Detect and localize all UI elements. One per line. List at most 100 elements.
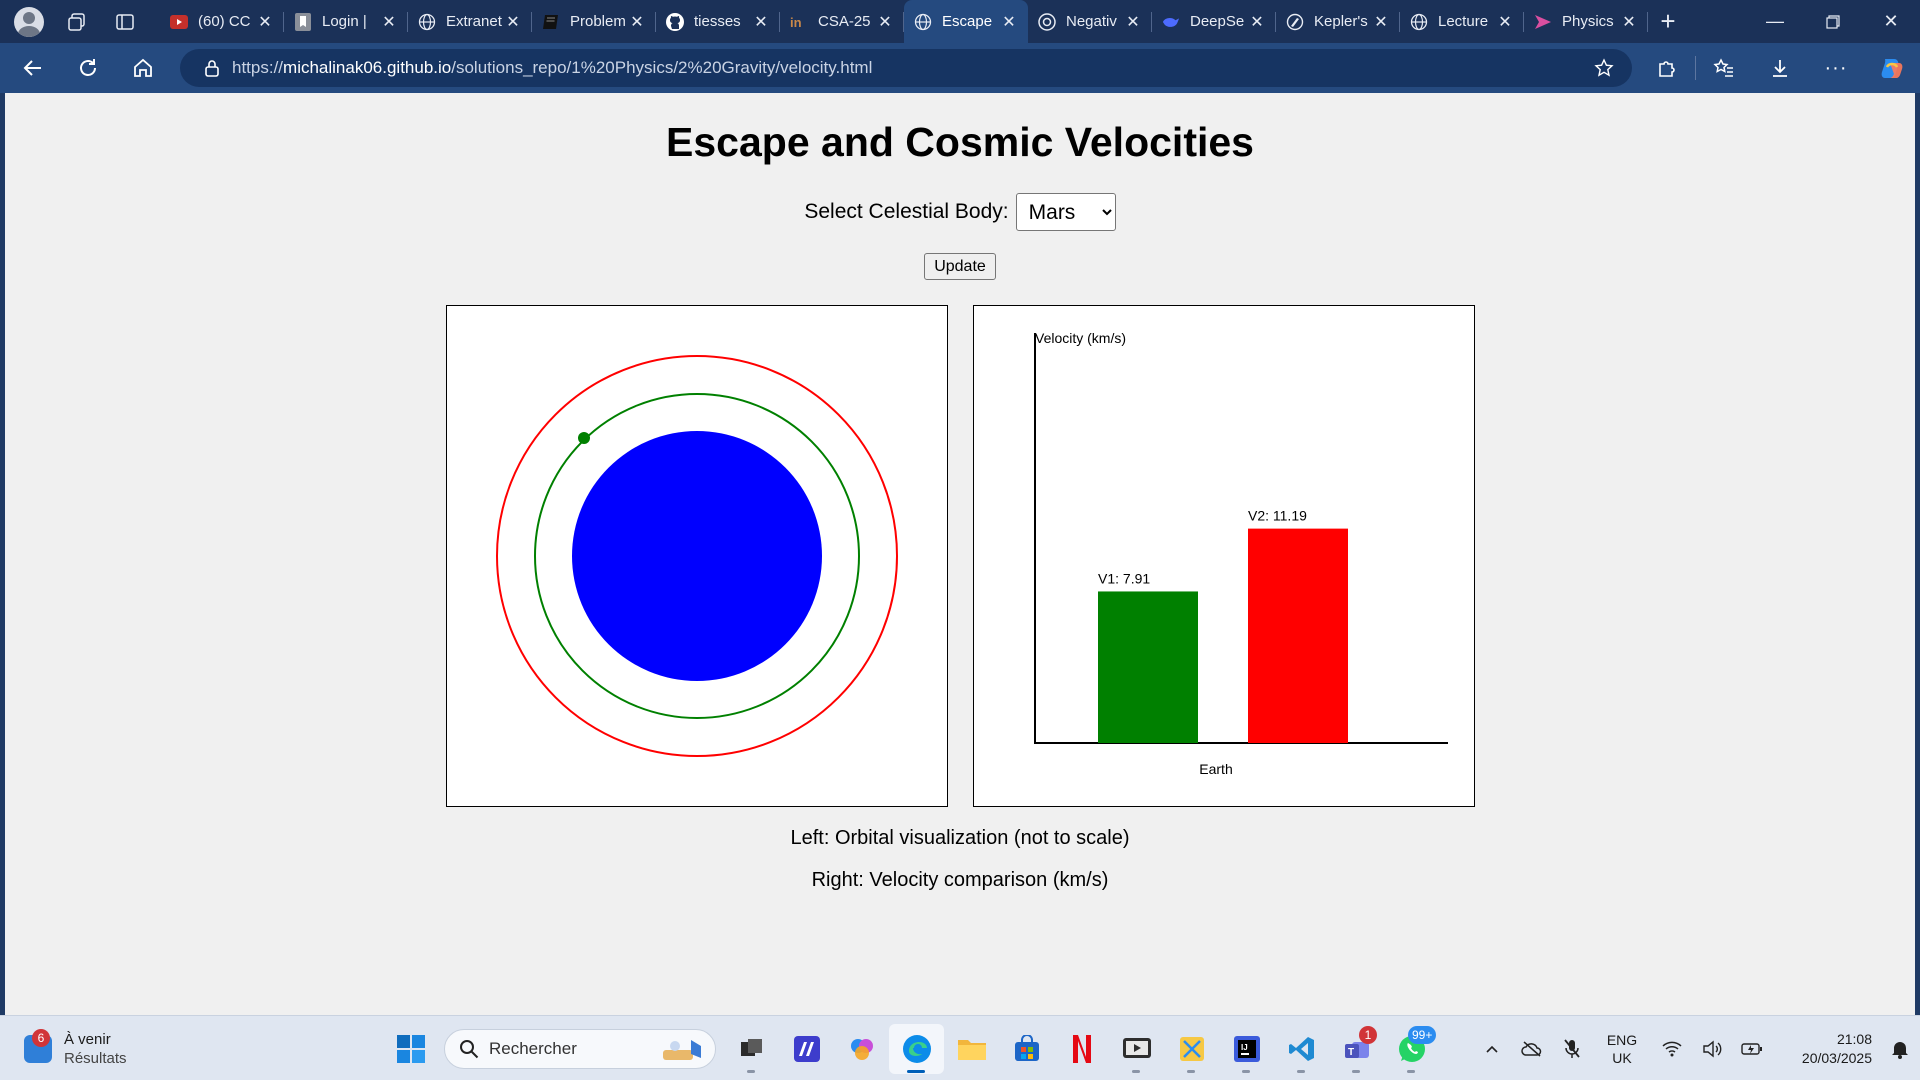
profile-button[interactable]	[12, 5, 46, 39]
bell-icon	[1892, 1042, 1908, 1059]
taskbar-app-media-player[interactable]	[1109, 1024, 1164, 1074]
vertical-tabs-button[interactable]	[108, 5, 142, 39]
taskbar-app-file-explorer[interactable]	[944, 1024, 999, 1074]
taskbar-app-mathcad[interactable]	[779, 1024, 834, 1074]
globe-icon	[1410, 13, 1428, 31]
taskbar-app-store[interactable]	[999, 1024, 1054, 1074]
bookmark-icon	[294, 12, 312, 31]
taskbar-app-copilot[interactable]	[834, 1024, 889, 1074]
tab-title: DeepSe	[1190, 13, 1245, 30]
taskbar-app-whatsapp[interactable]: 99+	[1384, 1024, 1439, 1074]
wifi-icon	[1662, 1041, 1682, 1057]
browser-tab[interactable]: Problem ✕	[532, 0, 656, 43]
restore-button[interactable]	[1804, 0, 1862, 43]
notifications-button[interactable]	[1880, 1024, 1920, 1074]
tab-separator	[1151, 12, 1152, 32]
browser-tab[interactable]: Physics ✕	[1524, 0, 1648, 43]
tab-close-icon[interactable]: ✕	[1250, 13, 1264, 31]
settings-more-button[interactable]: ···	[1808, 48, 1864, 88]
search-placeholder: Rechercher	[489, 1039, 577, 1058]
tab-title: Lecture	[1438, 13, 1489, 30]
browser-tab[interactable]: (60) CC ✕	[160, 0, 284, 43]
home-button[interactable]	[121, 48, 165, 88]
close-window-button[interactable]: ✕	[1862, 0, 1920, 43]
globe-icon	[914, 13, 932, 31]
browser-tab[interactable]: in CSA-25 ✕	[780, 0, 904, 43]
url-host: michalinak06.github.io	[283, 58, 452, 77]
browser-tab[interactable]: Negativ ✕	[1028, 0, 1152, 43]
clock-button[interactable]: 21:08 20/03/2025	[1772, 1030, 1872, 1068]
copilot-button[interactable]	[1864, 48, 1920, 88]
back-button[interactable]	[11, 48, 55, 88]
browser-tab[interactable]: Lecture ✕	[1400, 0, 1524, 43]
tab-close-icon[interactable]: ✕	[506, 13, 520, 31]
tab-strip: (60) CC ✕ Login | ✕ Extranet ✕ Problem ✕ tiesses…	[0, 0, 1920, 43]
taskbar-app-task-view[interactable]	[724, 1024, 779, 1074]
taskbar-app-snipping-tool[interactable]	[1164, 1024, 1219, 1074]
deepseek-icon	[1162, 13, 1180, 31]
new-tab-button[interactable]: +	[1648, 0, 1688, 43]
minimize-button[interactable]: —	[1746, 0, 1804, 43]
browser-tab[interactable]: Kepler's ✕	[1276, 0, 1400, 43]
tab-close-icon[interactable]: ✕	[1622, 13, 1636, 31]
taskbar-app-netflix[interactable]	[1054, 1024, 1109, 1074]
volume-button[interactable]	[1692, 1024, 1732, 1074]
address-bar[interactable]: https://michalinak06.github.io/solutions…	[180, 49, 1632, 87]
tab-separator	[407, 12, 408, 32]
system-tray: ENG UK 21:08 20/03/2025	[1472, 1024, 1920, 1074]
taskbar-app-intellij[interactable]: IJ	[1219, 1024, 1274, 1074]
edit-icon	[1286, 13, 1304, 31]
browser-tab[interactable]: tiesses ✕	[656, 0, 780, 43]
extensions-button[interactable]	[1639, 48, 1695, 88]
tab-close-icon[interactable]: ✕	[630, 13, 644, 31]
url-text[interactable]: https://michalinak06.github.io/solutions…	[232, 58, 872, 78]
puzzle-icon	[1659, 61, 1675, 77]
store-icon	[1014, 1035, 1039, 1061]
taskbar-apps: Rechercher IJ T 1 99+	[386, 1024, 1439, 1074]
microphone-button[interactable]	[1552, 1024, 1592, 1074]
favorite-star-button[interactable]	[1594, 58, 1614, 83]
tab-close-icon[interactable]: ✕	[1002, 13, 1016, 31]
tab-close-icon[interactable]: ✕	[1374, 13, 1388, 31]
downloads-button[interactable]	[1752, 48, 1808, 88]
battery-button[interactable]	[1732, 1024, 1772, 1074]
tab-close-icon[interactable]: ✕	[1126, 13, 1140, 31]
tab-close-icon[interactable]: ✕	[754, 13, 768, 31]
widgets-button[interactable]: 6 À venir Résultats	[24, 1029, 127, 1068]
wifi-button[interactable]	[1652, 1024, 1692, 1074]
taskbar-app-edge[interactable]	[889, 1024, 944, 1074]
home-icon	[134, 58, 152, 77]
tab-close-icon[interactable]: ✕	[382, 13, 396, 31]
onedrive-button[interactable]	[1512, 1024, 1552, 1074]
circular-orbit-circle	[534, 393, 860, 719]
copilot-icon	[1881, 59, 1903, 78]
taskbar-app-teams[interactable]: T 1	[1329, 1024, 1384, 1074]
tab-separator	[1647, 12, 1648, 32]
refresh-button[interactable]	[66, 48, 110, 88]
caption-left: Left: Orbital visualization (not to scal…	[790, 827, 1130, 849]
workspaces-button[interactable]	[60, 5, 94, 39]
velocity-bar-v2	[1248, 528, 1348, 743]
browser-tab[interactable]: Escape ✕	[904, 0, 1028, 43]
start-button[interactable]	[386, 1024, 436, 1074]
browser-tab[interactable]: Login | ✕	[284, 0, 408, 43]
tab-close-icon[interactable]: ✕	[878, 13, 892, 31]
youtube-icon	[170, 13, 188, 31]
vertical-tabs-icon	[116, 13, 134, 30]
browser-tab[interactable]: DeepSe ✕	[1152, 0, 1276, 43]
update-button[interactable]: Update	[924, 253, 996, 280]
gemini-icon	[1534, 13, 1552, 31]
tab-close-icon[interactable]: ✕	[258, 13, 272, 31]
taskbar-search-box[interactable]: Rechercher	[444, 1029, 716, 1069]
input-language-button[interactable]: ENG UK	[1592, 1031, 1652, 1067]
tab-close-icon[interactable]: ✕	[1498, 13, 1512, 31]
close-icon: ✕	[1883, 11, 1899, 31]
satellite-dot	[578, 432, 590, 444]
site-info-button[interactable]	[192, 59, 232, 77]
taskbar-app-vscode[interactable]	[1274, 1024, 1329, 1074]
favorites-button[interactable]	[1696, 48, 1752, 88]
github-icon	[666, 12, 684, 31]
celestial-body-select[interactable]: Mars	[1015, 193, 1116, 231]
show-hidden-icons-button[interactable]	[1472, 1024, 1512, 1074]
browser-tab[interactable]: Extranet ✕	[408, 0, 532, 43]
